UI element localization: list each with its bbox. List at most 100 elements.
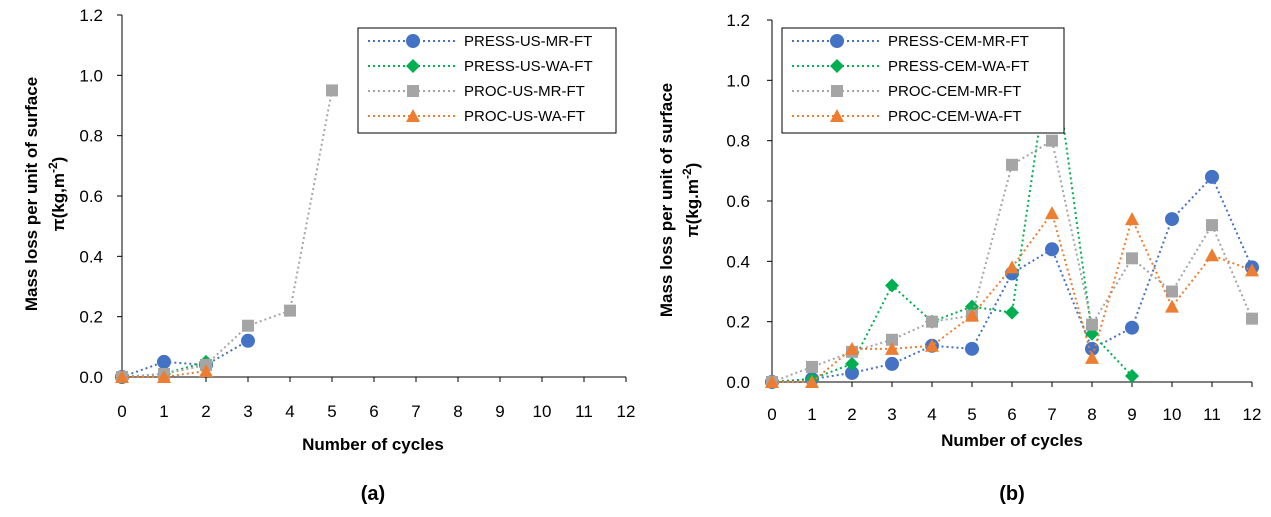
data-point [886,333,898,346]
x-tick-label: 3 [887,405,896,424]
legend-marker [831,85,843,97]
legend-marker [406,59,420,73]
data-point [1165,299,1179,313]
legend-marker [830,34,844,48]
legend-box [357,27,617,134]
legend-marker [407,85,419,97]
x-tick-label: 2 [201,402,210,421]
x-tick-label: 9 [1127,405,1136,424]
y-axis-label: Mass loss per unit of surface [657,83,676,317]
data-point [1046,134,1058,147]
data-point [1086,318,1098,331]
data-point [1165,212,1179,227]
y-tick-label: 0.0 [726,373,750,392]
series-PRESS-US-MR-FT [115,333,255,384]
legend: PRESS-US-MR-FT PRESS-US-WA-FT PROC-US-MR-F… [357,27,617,134]
y-axis-unit-text: π(kg,m [49,173,68,231]
x-tick-label: 6 [369,402,378,421]
data-point [805,375,819,388]
x-tick-label: 4 [285,402,294,421]
data-point [925,338,939,352]
data-point [806,360,818,373]
series-PROC-US-WA-FT [115,363,213,383]
data-point [1125,320,1139,335]
x-tick-label: 8 [1087,405,1096,424]
legend-marker [406,34,420,48]
y-axis-unit-label: π(kg,m-2) [46,157,68,232]
x-tick-label: 5 [327,402,336,421]
data-point [765,375,779,388]
x-tick-label: 2 [847,405,856,424]
x-axis-label: Number of cycles [302,435,444,454]
data-point [885,278,899,293]
data-point [242,319,254,332]
data-point [1246,312,1258,325]
legend-label: PROC-CEM-WA-FT [888,108,1022,125]
y-axis-unit-label: π(kg.m-2) [680,163,702,238]
x-tick-label: 10 [1163,405,1182,424]
data-point [1006,158,1018,171]
series-line [772,210,1253,383]
x-tick-label: 7 [411,402,420,421]
y-tick-label: 0.6 [79,187,103,206]
legend-marker [830,59,844,73]
series-line [121,360,207,378]
y-tick-label: 1.0 [726,71,750,90]
legend-label: PRESS-CEM-MR-FT [888,33,1029,50]
x-tick-label: 11 [1203,405,1221,424]
y-tick-label: 0.6 [726,192,750,211]
y-axis-unit-end: ) [683,163,702,169]
data-point [1166,285,1178,298]
series-line [121,90,333,378]
chart-caption: (a) [361,483,385,505]
chart-b: 0.00.20.40.60.81.01.20 1 2 3 4 5 6 7 8 9 10 11 12Num… [657,11,1261,505]
y-tick-label: 0.0 [79,368,103,387]
y-tick-label: 1.2 [79,6,103,25]
data-point [885,341,899,355]
x-tick-label: 12 [617,402,636,421]
legend-marker [406,109,420,122]
data-point [1205,248,1219,262]
y-tick-label: 1.2 [726,11,750,30]
data-point [885,356,899,371]
x-axis-label: Number of cycles [941,431,1083,450]
y-axis-label: Mass loss per unit of surface [22,77,41,311]
x-tick-label: 0 [117,402,126,421]
x-tick-label: 5 [967,405,976,424]
y-tick-label: 0.2 [79,308,103,327]
y-axis-unit-end: ) [49,157,68,163]
y-axis-unit-superscript: -2 [46,162,60,173]
series-PROC-CEM-WA-FT [765,206,1259,388]
legend-label: PROC-US-WA-FT [464,108,585,125]
x-tick-label: 3 [243,402,252,421]
chart-caption: (b) [999,483,1025,505]
y-axis-unit-superscript: -2 [680,168,694,179]
y-tick-label: 0.4 [726,252,750,271]
y-tick-label: 1.0 [79,66,103,85]
data-point [326,84,338,97]
x-tick-label: 11 [575,402,593,421]
x-tick-label: 8 [453,402,462,421]
x-tick-label: 4 [927,405,936,424]
legend-label: PRESS-US-MR-FT [464,33,592,50]
legend: PRESS-CEM-MR-FT PRESS-CEM-WA-FT PROC-CEM-M… [781,27,1065,134]
y-tick-label: 0.8 [79,127,103,146]
data-point [845,365,859,380]
y-tick-label: 0.4 [79,247,103,266]
data-point [284,304,296,317]
data-point [845,341,859,355]
data-point [1005,305,1019,320]
series-line [121,339,249,378]
data-point [845,356,859,371]
data-point [199,363,213,377]
data-point [115,370,129,383]
data-point [157,354,171,369]
data-point [1045,206,1059,220]
data-point [965,341,979,356]
data-point [1125,212,1139,226]
x-tick-label: 1 [807,405,816,424]
data-point [157,370,171,383]
data-point [926,315,938,328]
